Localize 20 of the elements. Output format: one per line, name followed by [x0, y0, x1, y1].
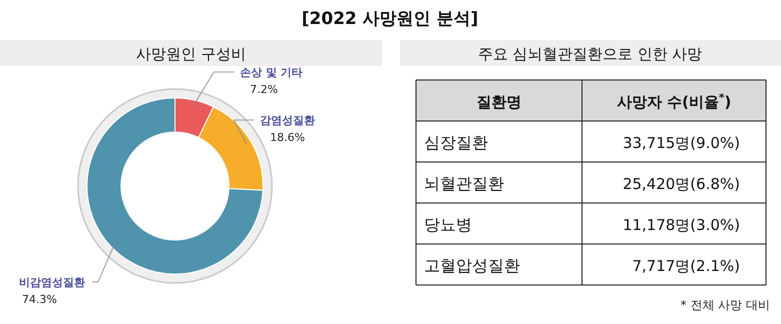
text: 질환명: [476, 93, 522, 111]
slice-label: 비감염성질환: [19, 276, 85, 289]
text: 7,717명(2.1%): [632, 257, 740, 275]
text: 고혈압성질환: [424, 256, 520, 275]
text: * 전체 사망 대비: [680, 298, 770, 312]
text: 25,420명(6.8%): [622, 175, 740, 193]
text: 주요 심뇌혈관질환으로 인한 사망: [478, 45, 702, 63]
data-label: 74.3%: [22, 293, 57, 306]
text: 뇌혈관질환: [424, 174, 504, 193]
slice-label: 손상 및 기타: [240, 66, 303, 79]
data-label: 18.6%: [270, 131, 305, 144]
text: 당뇨병: [424, 215, 472, 234]
text: 11,178명(3.0%): [622, 216, 740, 234]
chart-title: 사망원인 구성비: [136, 45, 246, 63]
text: 사망자 수(비율$^{*}$): [616, 92, 732, 111]
text: [2022 사망원인 분석]: [302, 9, 478, 29]
data-label: 7.2%: [250, 83, 278, 96]
text: 심장질환: [424, 133, 488, 152]
text: 33,715명(9.0%): [622, 134, 740, 152]
slice-label: 감염성질환: [260, 114, 315, 127]
